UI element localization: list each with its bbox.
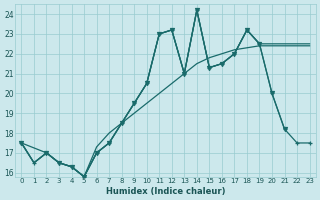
- X-axis label: Humidex (Indice chaleur): Humidex (Indice chaleur): [106, 187, 225, 196]
